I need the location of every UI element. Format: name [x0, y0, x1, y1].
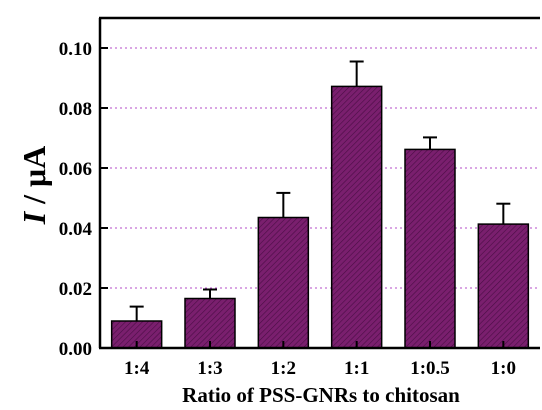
- y-axis-label: I / μA: [16, 146, 52, 226]
- bar-1:2: [257, 216, 310, 349]
- tick-labels: 0.00 0.02 0.04 0.06 0.08 0.10 1:4 1:3 1:2 1:1 1:0.…: [59, 39, 516, 379]
- y-tick-label: 0.02: [59, 279, 92, 300]
- bars: [110, 60, 530, 349]
- x-tick-label: 1:0.5: [410, 358, 450, 379]
- x-tick-label: 1:1: [344, 358, 369, 379]
- gridlines: [100, 47, 540, 289]
- x-tick-label: 1:3: [197, 358, 222, 379]
- y-axis-label-symbol: I: [16, 210, 52, 225]
- y-tick-label: 0.04: [59, 219, 93, 240]
- x-tick-label: 1:2: [271, 358, 296, 379]
- y-tick-label: 0.08: [59, 99, 92, 120]
- bar-1:0: [477, 223, 530, 349]
- y-tick-label: 0.00: [59, 339, 92, 360]
- bar-1:3: [184, 297, 236, 349]
- y-tick-label: 0.06: [59, 159, 92, 180]
- y-tick-label: 0.10: [59, 39, 92, 60]
- x-tick-label: 1:0: [491, 358, 516, 379]
- y-axis-label-unit: / μA: [16, 146, 52, 212]
- bar-1:0.5: [404, 148, 456, 349]
- x-axis-label: Ratio of PSS-GNRs to chitosan: [182, 383, 460, 407]
- axes: [98, 16, 540, 350]
- x-tick-label: 1:4: [124, 358, 150, 379]
- bar-1:1: [330, 85, 383, 349]
